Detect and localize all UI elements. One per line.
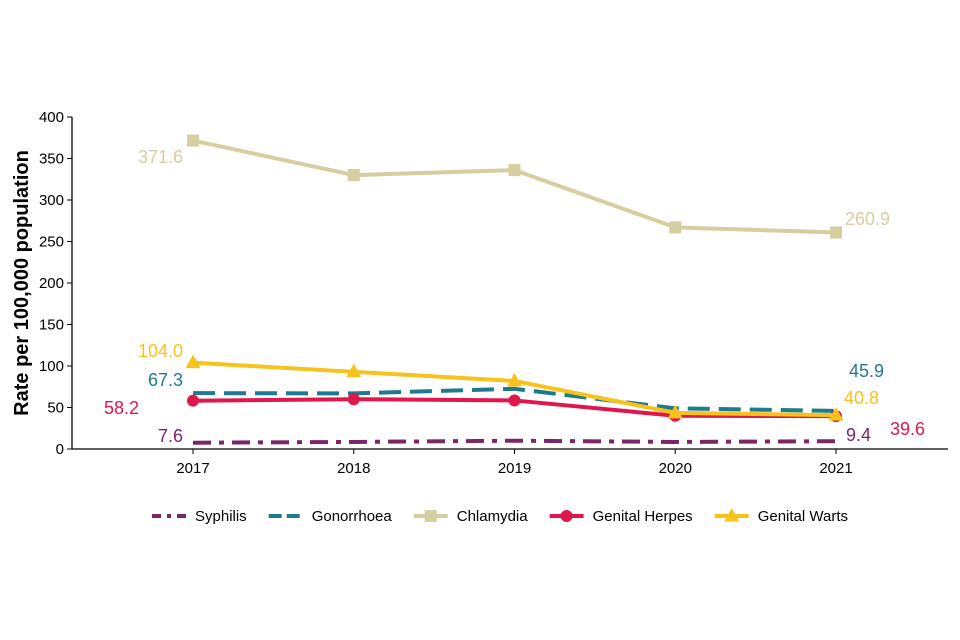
- y-tick-label: 350: [39, 151, 64, 168]
- data-label-gonorrhoea-2021: 45.9: [849, 361, 884, 381]
- legend: Syphilis Gonorrhoea Chlamydia Genital Herpe…: [152, 508, 848, 525]
- y-tick-label: 100: [39, 358, 64, 375]
- data-label-genital-herpes-2017: 58.2: [104, 398, 139, 418]
- data-point-chlamydia: [347, 169, 360, 182]
- data-point-genital-warts: [667, 404, 683, 419]
- y-tick-label: 250: [39, 234, 64, 251]
- y-tick-label: 150: [39, 317, 64, 334]
- legend-label: Chlamydia: [457, 508, 529, 525]
- data-label-genital-warts-2017: 104.0: [138, 341, 183, 361]
- x-tick-label: 2020: [659, 460, 692, 477]
- data-point-chlamydia: [187, 134, 199, 147]
- y-tick-label: 50: [47, 400, 64, 417]
- data-point-genital-warts: [185, 354, 201, 369]
- data-point-genital-herpes: [508, 394, 521, 407]
- legend-key-marker: [560, 510, 573, 522]
- x-axis-ticks: 2017 2018 2019 2020 2021: [176, 449, 853, 477]
- x-tick-label: 2019: [498, 460, 531, 477]
- legend-label: Syphilis: [195, 508, 247, 525]
- series-line-gonorrhoea: [192, 386, 837, 413]
- series-chlamydia: [187, 134, 842, 239]
- x-tick-label: 2017: [176, 460, 209, 477]
- data-point-genital-warts: [828, 407, 844, 421]
- legend-item-genital-warts: Genital Warts: [714, 508, 848, 525]
- data-point-genital-herpes: [187, 394, 199, 407]
- data-label-gonorrhoea-2017: 67.3: [148, 370, 183, 390]
- legend-key-marker: [724, 508, 740, 522]
- series-line-syphilis: [192, 438, 837, 445]
- data-label-chlamydia-2021: 260.9: [845, 209, 890, 229]
- y-axis-title: Rate per 100,000 population: [11, 150, 33, 416]
- x-tick-label: 2018: [337, 460, 370, 477]
- legend-label: Genital Warts: [758, 508, 848, 525]
- legend-label: Gonorrhoea: [312, 508, 393, 525]
- data-point-chlamydia: [669, 221, 682, 234]
- data-point-genital-warts: [507, 372, 522, 387]
- series-line-chlamydia: [192, 138, 837, 235]
- legend-item-gonorrhoea: Gonorrhoea: [268, 508, 393, 525]
- data-label-syphilis-2017: 7.6: [158, 426, 183, 446]
- series-genital-warts: [185, 354, 844, 421]
- series-gonorrhoea: [192, 386, 837, 413]
- y-tick-label: 300: [39, 192, 64, 209]
- series-syphilis: [192, 438, 837, 445]
- data-label-syphilis-2021: 9.4: [846, 425, 871, 445]
- data-label-genital-warts-2021: 40.8: [844, 388, 879, 408]
- legend-key-marker: [424, 510, 437, 522]
- y-tick-label: 400: [39, 109, 64, 126]
- legend-item-chlamydia: Chlamydia: [413, 508, 529, 525]
- legend-label: Genital Herpes: [593, 508, 693, 525]
- data-point-genital-herpes: [347, 393, 360, 406]
- data-point-chlamydia: [508, 164, 521, 177]
- legend-item-genital-herpes: Genital Herpes: [549, 508, 693, 525]
- legend-item-syphilis: Syphilis: [152, 508, 247, 525]
- series-layer: [185, 134, 844, 445]
- y-axis-ticks: 0 50 100 150 200 250 300 350 400: [39, 109, 72, 458]
- data-label-genital-herpes-2021: 39.6: [890, 419, 925, 439]
- data-labels: 371.6 260.9 104.0 67.3 58.2 7.6 45.9 40.8 9.4 39.…: [104, 147, 925, 446]
- x-tick-label: 2021: [819, 460, 852, 477]
- data-point-chlamydia: [830, 226, 842, 239]
- y-tick-label: 0: [56, 441, 64, 458]
- data-point-genital-warts: [346, 363, 362, 378]
- data-label-chlamydia-2017: 371.6: [138, 147, 183, 167]
- y-tick-label: 200: [39, 275, 64, 292]
- series-genital-herpes: [187, 393, 842, 423]
